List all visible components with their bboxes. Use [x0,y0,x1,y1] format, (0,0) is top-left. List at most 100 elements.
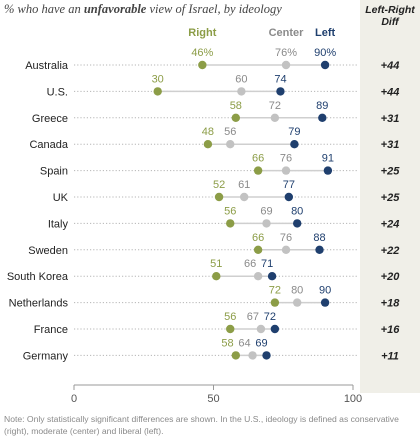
x-axis-tick-label: 0 [71,393,77,405]
footnote: Note: Only statistically significant dif… [4,414,399,436]
diff-value: +25 [381,166,401,178]
value-label-right: 58 [221,337,233,349]
series-header-left: Left [315,27,336,39]
country-label: Germany [23,350,69,362]
value-label-left: 77 [283,179,295,191]
title-part-1: % who have an [4,2,84,16]
country-label: Canada [29,139,68,151]
value-label-right: 56 [224,311,236,323]
dot-left [276,87,285,96]
dot-right [226,219,235,228]
diff-value: +31 [381,139,400,151]
value-label-left: 72 [264,311,276,323]
dot-right [198,60,207,70]
dot-left [267,272,277,281]
dot-right [212,272,221,281]
dot-left [320,60,330,70]
value-label-right: 72 [269,285,281,297]
dot-center [237,87,246,96]
value-label-left: 80 [291,205,303,217]
title-part-2: view of Israel, by ideology [146,2,282,16]
value-label-center: 76 [280,232,292,244]
value-label-right: 66 [252,153,264,165]
country-label: Greece [32,113,68,125]
value-label-center: 76% [275,47,297,59]
diff-value: +24 [381,218,400,230]
country-label: France [34,324,68,336]
value-label-center: 61 [238,179,250,191]
diff-value: +16 [381,324,401,336]
dot-center [270,113,280,123]
diff-value: +25 [381,192,401,204]
value-label-left: 69 [255,337,267,349]
dot-center [256,324,266,334]
dot-left [270,324,280,334]
country-label: South Korea [7,271,69,283]
value-label-right: 30 [152,73,164,85]
country-label: Italy [48,218,69,230]
dot-right [253,245,263,254]
value-label-right: 56 [224,205,236,217]
country-label: Netherlands [9,298,69,310]
value-label-center: 60 [235,73,247,85]
diff-column-panel: Left-Right Diff [360,0,420,393]
diff-column-header: Left-Right Diff [360,4,420,28]
dot-right [253,166,263,175]
dot-left [323,166,333,175]
value-label-right: 48 [202,126,214,138]
value-label-left: 90 [319,285,331,297]
dot-center [248,351,257,360]
series-header-right: Right [188,27,216,39]
country-label: U.S. [47,86,68,98]
dot-center [281,245,291,254]
dot-right [231,113,241,123]
value-label-right: 51 [210,258,222,270]
diff-header-line-2: Diff [381,16,399,28]
value-label-left: 90% [314,47,336,59]
value-label-left: 79 [288,126,300,138]
country-label: Australia [25,60,69,72]
value-label-center: 72 [269,100,281,112]
value-label-center: 80 [291,285,303,297]
value-label-center: 66 [244,258,256,270]
country-label: Sweden [28,245,68,257]
dot-center [253,272,263,281]
title-emphasis: unfavorable [83,2,147,16]
value-label-right: 52 [213,179,225,191]
value-label-left: 88 [313,232,325,244]
diff-value: +31 [381,113,400,125]
value-label-left: 89 [316,100,328,112]
dot-right [231,351,241,360]
dot-center [226,140,235,149]
value-label-left: 74 [274,73,286,85]
dot-left [290,140,299,149]
value-label-center: 67 [247,311,259,323]
dot-left [262,351,271,360]
value-label-right: 66 [252,232,264,244]
dot-center [281,60,291,70]
dot-right [153,87,162,96]
series-header-center: Center [269,27,305,39]
diff-value: +18 [381,298,401,310]
country-label: Spain [40,166,68,178]
diff-value: +22 [381,245,400,257]
value-label-left: 91 [322,153,334,165]
dot-center [239,192,249,202]
chart-title: % who have an unfavorable view of Israel… [4,2,354,17]
dot-left [284,192,294,202]
value-label-left: 71 [261,258,273,270]
diff-value: +20 [381,271,401,283]
diff-value: +44 [381,86,400,98]
dot-left [293,219,302,228]
dot-center [262,219,271,228]
country-label: UK [53,192,69,204]
value-label-center: 69 [260,205,272,217]
dot-right [270,298,280,307]
diff-value: +11 [381,350,399,362]
value-label-center: 56 [224,126,236,138]
value-label-center: 64 [238,337,250,349]
dot-right [203,140,213,149]
x-axis-tick-label: 100 [344,393,362,405]
dot-center [281,166,291,175]
x-axis-tick-label: 50 [207,393,219,405]
